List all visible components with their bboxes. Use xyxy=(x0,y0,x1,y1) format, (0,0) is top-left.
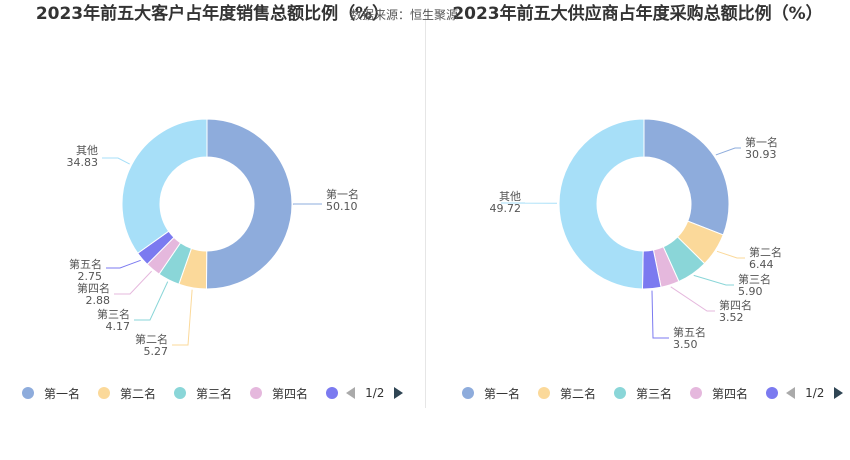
slice-value-label: 49.72 xyxy=(490,202,522,215)
slice-name-label: 第五名 xyxy=(673,325,706,339)
legend-dot-icon xyxy=(538,387,551,399)
slice-value-label: 6.44 xyxy=(749,258,774,271)
supplier-chart-panel: 第一名 30.93 第二名 6.44 第三名 5.90 第四名 3.52 第五名 3.50 其他 49… xyxy=(425,0,850,460)
slice-value-label: 50.10 xyxy=(326,200,358,213)
legend-item-rank2[interactable]: 第二名 xyxy=(98,385,156,402)
legend-item-rank4[interactable]: 第四名 xyxy=(250,385,308,402)
slice-name-label: 第三名 xyxy=(738,272,771,286)
page-next-icon[interactable] xyxy=(394,387,404,399)
slice-value-label: 30.93 xyxy=(745,148,777,161)
customer-legend: 第一名 第二名 第三名 第四名 1/2 xyxy=(22,384,404,402)
legend-item-rank5[interactable] xyxy=(766,387,779,399)
legend-item-rank2[interactable]: 第二名 xyxy=(538,385,596,402)
legend-label: 第四名 xyxy=(272,386,309,401)
legend-label: 第一名 xyxy=(44,386,81,401)
page-next-icon[interactable] xyxy=(834,387,844,399)
legend-item-rank4[interactable]: 第四名 xyxy=(690,385,748,402)
legend-dot-icon xyxy=(22,387,34,399)
customer-chart-title: 2023年前五大客户占年度销售总额比例（%） xyxy=(35,4,390,24)
slice-name-label: 其他 xyxy=(76,144,98,157)
slice-6[interactable] xyxy=(558,118,645,290)
slice-value-label: 3.50 xyxy=(673,338,698,351)
legend-dot-icon xyxy=(326,387,339,399)
legend-label: 第四名 xyxy=(712,386,749,401)
legend-dot-icon xyxy=(614,387,627,399)
slice-value-label: 2.88 xyxy=(86,294,111,307)
slice-name-label: 第五名 xyxy=(69,257,102,271)
leader-line-6 xyxy=(102,157,130,165)
page-indicator: 1/2 xyxy=(365,386,385,400)
slice-name-label: 其他 xyxy=(499,190,521,203)
leader-line-5 xyxy=(106,259,141,269)
leader-line-4 xyxy=(114,270,152,295)
data-source-label: 数据来源：恒生聚源 xyxy=(350,8,459,22)
leader-line-2 xyxy=(172,289,193,346)
slice-name-label: 第三名 xyxy=(97,307,130,321)
legend-item-rank5[interactable] xyxy=(326,387,339,399)
slice-value-label: 5.90 xyxy=(738,285,763,298)
page-indicator: 1/2 xyxy=(805,386,825,400)
slice-value-label: 2.75 xyxy=(78,270,103,283)
slice-name-label: 第一名 xyxy=(326,187,359,201)
slice-6[interactable] xyxy=(121,118,208,254)
slice-name-label: 第四名 xyxy=(719,298,752,312)
supplier-legend: 第一名 第二名 第三名 第四名 1/2 xyxy=(462,384,844,402)
slice-1[interactable] xyxy=(643,118,730,236)
slice-name-label: 第二名 xyxy=(749,245,782,259)
leader-line-5 xyxy=(651,290,669,339)
leader-line-3 xyxy=(134,281,169,321)
panel-divider xyxy=(425,8,426,408)
slice-name-label: 第一名 xyxy=(745,135,778,149)
customer-chart-panel: 第一名 50.10 第二名 5.27 第三名 4.17 第四名 2.88 第五名 2.75 其他 34… xyxy=(22,4,404,402)
legend-dot-icon xyxy=(462,387,474,399)
legend-dot-icon xyxy=(766,387,779,399)
legend-label: 第三名 xyxy=(636,386,673,401)
legend-dot-icon xyxy=(174,387,187,399)
leader-line-1 xyxy=(715,147,741,156)
leader-line-4 xyxy=(670,286,715,312)
legend-item-rank3[interactable]: 第三名 xyxy=(614,385,672,402)
legend-item-rank1[interactable]: 第一名 xyxy=(462,385,520,402)
leader-line-2 xyxy=(716,250,745,259)
slice-1[interactable] xyxy=(205,118,293,290)
legend-pager: 1/2 xyxy=(346,386,404,400)
legend-pager: 1/2 xyxy=(786,386,844,400)
slice-name-label: 第四名 xyxy=(77,281,110,295)
legend-dot-icon xyxy=(250,387,263,399)
slice-value-label: 34.83 xyxy=(67,156,99,169)
page-prev-icon[interactable] xyxy=(786,387,796,399)
legend-label: 第一名 xyxy=(484,386,521,401)
legend-label: 第二名 xyxy=(120,386,157,401)
page-prev-icon[interactable] xyxy=(346,387,356,399)
legend-label: 第二名 xyxy=(560,386,597,401)
slice-value-label: 5.27 xyxy=(144,345,169,358)
legend-item-rank3[interactable]: 第三名 xyxy=(174,385,232,402)
legend-dot-icon xyxy=(690,387,703,399)
legend-item-rank1[interactable]: 第一名 xyxy=(22,385,80,402)
slice-value-label: 3.52 xyxy=(719,311,744,324)
leader-line-3 xyxy=(693,274,734,286)
legend-label: 第三名 xyxy=(196,386,233,401)
legend-dot-icon xyxy=(98,387,111,399)
slice-value-label: 4.17 xyxy=(106,320,131,333)
supplier-chart-title: 2023年前五大供应商占年度采购总额比例（%） xyxy=(452,4,823,24)
slice-name-label: 第二名 xyxy=(135,332,168,346)
